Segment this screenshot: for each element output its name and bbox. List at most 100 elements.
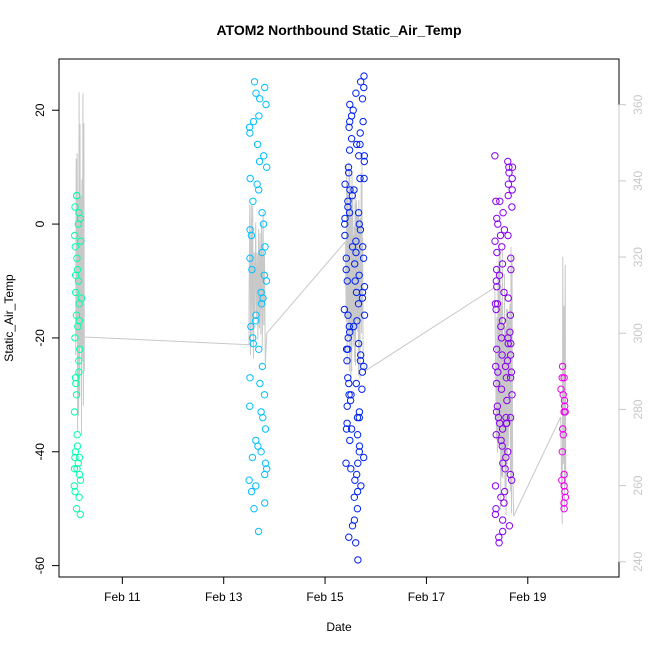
data-point: [73, 431, 81, 439]
data-point: [258, 362, 267, 371]
data-point: [499, 527, 507, 536]
data-point: [504, 191, 512, 200]
data-point: [259, 294, 267, 302]
data-point: [561, 487, 569, 496]
data-point: [72, 311, 81, 319]
temperature-line: [75, 92, 567, 525]
data-point: [71, 231, 79, 240]
data-point: [501, 487, 509, 496]
y-axis: 20 0 -20 -40 -60: [33, 103, 60, 575]
y-tick-label: -20: [33, 329, 47, 347]
x-tick-label: Feb 13: [205, 590, 243, 604]
data-point: [504, 231, 512, 240]
data-point: [353, 505, 362, 513]
data-point: [495, 539, 503, 547]
data-point: [504, 339, 512, 348]
data-point: [73, 191, 81, 200]
air-temp-trace: [75, 92, 567, 525]
data-point: [508, 391, 516, 399]
data-point: [75, 317, 84, 325]
data-point: [492, 305, 500, 314]
data-point: [252, 311, 260, 319]
data-point: [71, 271, 80, 279]
data-point: [499, 516, 507, 524]
data-point: [342, 425, 351, 433]
data-point: [246, 129, 254, 137]
data-point: [259, 413, 267, 422]
y-tick-label: -60: [33, 557, 47, 575]
x-tick-label: Feb 11: [104, 590, 141, 604]
data-point: [346, 100, 354, 109]
data-point: [355, 220, 363, 228]
data-point: [496, 197, 504, 206]
data-point: [344, 311, 352, 319]
data-point: [351, 476, 359, 484]
data-point: [249, 339, 258, 348]
data-point: [506, 374, 515, 382]
data-point: [260, 391, 269, 399]
data-point: [500, 288, 508, 297]
data-point: [352, 237, 360, 245]
data-point: [561, 408, 569, 416]
y-tick-label: 0: [33, 220, 47, 227]
chart-title: ATOM2 Northbound Static_Air_Temp: [216, 22, 461, 38]
data-point: [494, 220, 502, 228]
data-point: [360, 174, 368, 183]
data-point: [353, 487, 362, 496]
data-point: [493, 402, 502, 410]
y2-tick-label: 300: [631, 323, 645, 343]
data-point: [558, 448, 566, 456]
data-point: [507, 339, 515, 348]
data-point: [246, 254, 254, 262]
data-point: [492, 379, 501, 388]
data-point: [256, 95, 264, 103]
data-point: [359, 254, 368, 262]
x-tick-label: Feb 15: [306, 590, 344, 604]
data-point: [559, 425, 567, 433]
data-point: [74, 277, 83, 285]
data-point: [352, 539, 360, 547]
data-point: [507, 368, 516, 376]
data-point: [502, 374, 511, 382]
data-point: [70, 408, 79, 416]
data-point: [497, 385, 506, 393]
y2-tick-label: 260: [631, 475, 645, 495]
data-point: [494, 368, 502, 376]
data-point: [340, 305, 349, 314]
data-point: [501, 465, 509, 473]
data-point: [491, 482, 500, 490]
data-point: [249, 197, 257, 206]
data-point: [507, 265, 515, 274]
data-point: [497, 436, 505, 445]
data-point: [254, 527, 263, 536]
data-point: [506, 351, 515, 359]
data-point: [348, 243, 357, 251]
data-point: [508, 203, 516, 211]
data-point: [358, 294, 367, 302]
data-point: [72, 379, 80, 388]
data-point: [344, 334, 352, 342]
data-point: [561, 402, 569, 410]
data-point: [344, 345, 352, 353]
data-point: [348, 522, 357, 530]
data-point: [353, 140, 361, 149]
data-point: [247, 487, 256, 496]
data-point: [71, 374, 80, 382]
data-point: [72, 288, 80, 297]
data-point: [346, 117, 354, 126]
data-point: [497, 322, 505, 331]
secondary-y-axis: 240 260 280 300 320 340 360: [618, 94, 645, 572]
data-point: [342, 254, 350, 262]
x-axis: Feb 11 Feb 13 Feb 15 Feb 17 Feb 19: [104, 576, 547, 604]
data-point: [347, 425, 356, 433]
data-point: [354, 459, 362, 467]
data-point: [508, 186, 516, 194]
data-point: [255, 157, 264, 166]
data-point: [245, 123, 254, 132]
data-point: [359, 117, 367, 126]
data-point: [72, 505, 81, 513]
data-point: [344, 197, 352, 206]
data-point: [71, 487, 79, 496]
data-point: [245, 476, 253, 484]
